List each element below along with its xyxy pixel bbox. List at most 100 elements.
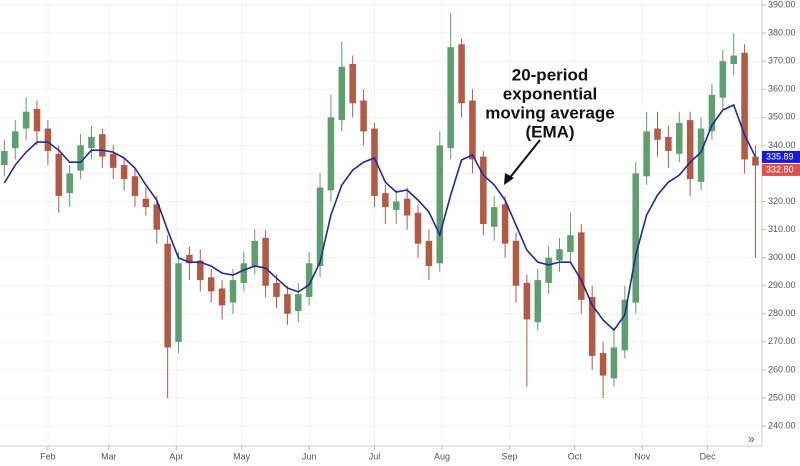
candle-body bbox=[621, 299, 629, 351]
x-tick-label: Sep bbox=[501, 451, 517, 461]
candle-body bbox=[676, 122, 683, 154]
arrow-head bbox=[504, 173, 514, 185]
candle-body bbox=[414, 212, 422, 244]
candle-body bbox=[403, 198, 411, 216]
candle-body bbox=[175, 263, 182, 342]
candle-body bbox=[545, 257, 552, 283]
candle-body bbox=[229, 280, 237, 303]
candle-body bbox=[458, 44, 465, 104]
candle-body bbox=[1, 151, 8, 166]
candle-body bbox=[719, 61, 727, 98]
candle-body bbox=[338, 66, 346, 121]
price-label: 335.89 bbox=[766, 151, 794, 161]
y-tick-label: 380.00 bbox=[768, 27, 796, 37]
candle-body bbox=[610, 347, 618, 379]
candle-body bbox=[44, 128, 52, 152]
candle-body bbox=[741, 52, 748, 160]
candle-body bbox=[556, 249, 563, 261]
candle-body bbox=[523, 282, 531, 320]
candle-body bbox=[262, 238, 269, 286]
candle-body bbox=[77, 145, 84, 171]
y-tick-label: 240.00 bbox=[768, 420, 796, 430]
y-tick-label: 340.00 bbox=[768, 140, 796, 150]
candle-body bbox=[273, 282, 280, 297]
x-tick-label: Mar bbox=[101, 451, 117, 461]
candle-body bbox=[632, 173, 639, 303]
ema-line bbox=[3, 103, 757, 332]
y-tick-label: 250.00 bbox=[768, 392, 796, 402]
candle-body bbox=[88, 136, 95, 149]
y-tick-label: 350.00 bbox=[768, 112, 796, 122]
y-tick-label: 370.00 bbox=[768, 56, 796, 66]
y-tick-label: 270.00 bbox=[768, 336, 796, 346]
candle-body bbox=[349, 63, 356, 104]
candle-body bbox=[567, 235, 574, 253]
candle-body bbox=[512, 240, 520, 286]
y-tick-label: 260.00 bbox=[768, 364, 796, 374]
candle-body bbox=[371, 128, 378, 196]
candle-body bbox=[327, 117, 335, 191]
candle-body bbox=[425, 240, 433, 267]
candle-body bbox=[66, 173, 73, 194]
y-tick-label: 320.00 bbox=[768, 196, 796, 206]
candle-body bbox=[360, 100, 367, 132]
candle-body bbox=[490, 207, 498, 227]
y-tick-label: 290.00 bbox=[768, 280, 796, 290]
y-tick-label: 280.00 bbox=[768, 308, 796, 318]
candle-body bbox=[305, 263, 313, 297]
candle-body bbox=[11, 131, 19, 149]
x-tick-label: May bbox=[233, 451, 251, 461]
y-tick-label: 300.00 bbox=[768, 252, 796, 262]
candle-body bbox=[131, 176, 139, 196]
candle-body bbox=[218, 288, 226, 306]
annotation: (EMA) bbox=[525, 122, 574, 141]
candle-body bbox=[501, 204, 509, 244]
grid bbox=[0, 0, 762, 446]
candle-body bbox=[120, 165, 128, 180]
candle-body bbox=[153, 204, 161, 230]
candle-body bbox=[588, 296, 596, 356]
candle-body bbox=[197, 260, 204, 281]
candle-body bbox=[382, 193, 389, 208]
candle-body bbox=[730, 55, 737, 64]
annotation: 20-period bbox=[512, 65, 589, 84]
annotation: exponential bbox=[503, 84, 597, 103]
x-tick-label: Apr bbox=[169, 451, 183, 461]
y-tick-label: 310.00 bbox=[768, 224, 796, 234]
candle-body bbox=[99, 134, 106, 157]
x-tick-label: Jul bbox=[369, 451, 381, 461]
candle-body bbox=[665, 136, 672, 152]
candle-body bbox=[436, 145, 444, 264]
x-tick-label: Feb bbox=[40, 451, 56, 461]
candle-body bbox=[392, 201, 400, 210]
candle-body bbox=[534, 280, 542, 323]
candle-body bbox=[654, 128, 661, 140]
candle-body bbox=[55, 153, 63, 196]
candle-body bbox=[251, 240, 258, 267]
candle-body bbox=[284, 294, 291, 314]
candle-body bbox=[708, 94, 716, 132]
candle-body bbox=[207, 277, 215, 292]
price-label-box bbox=[762, 150, 800, 163]
x-tick-label: Jun bbox=[302, 451, 317, 461]
candle-body bbox=[599, 353, 607, 376]
candle-body bbox=[578, 232, 585, 300]
candle-body bbox=[240, 263, 248, 283]
annotation-arrow bbox=[507, 139, 541, 181]
candle-body bbox=[316, 187, 324, 267]
candle-body bbox=[142, 198, 150, 208]
candle-body bbox=[469, 100, 476, 160]
candle-body bbox=[109, 153, 117, 168]
price-label-box bbox=[762, 163, 800, 176]
candle-body bbox=[186, 254, 193, 264]
candle-body bbox=[480, 156, 487, 224]
nav-icon[interactable]: » bbox=[748, 432, 755, 446]
y-tick-label: 390.00 bbox=[768, 0, 796, 9]
x-tick-label: Nov bbox=[634, 451, 651, 461]
candle-body bbox=[697, 128, 705, 182]
candle-body bbox=[33, 108, 41, 132]
candle-body bbox=[752, 156, 759, 166]
x-tick-label: Aug bbox=[434, 451, 450, 461]
